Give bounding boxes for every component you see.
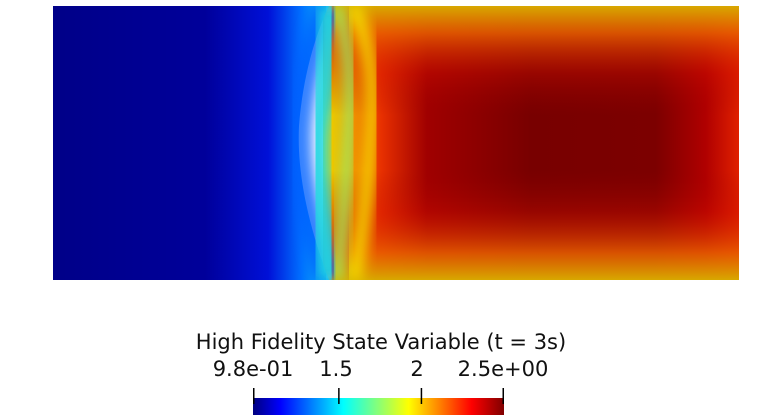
colorbar-tick-marks: [253, 388, 504, 404]
state-variable-field: [53, 6, 739, 280]
front-cyan-band: [306, 6, 340, 280]
colorbar-tick-label-max: 2.5e+00: [457, 357, 549, 381]
colorbar-title: High Fidelity State Variable (t = 3s): [195, 330, 567, 354]
low-region: [53, 6, 329, 280]
colorbar-tick-label-1-5: 1.5: [319, 357, 353, 381]
colorbar-tick-label-min: 9.8e-01: [212, 357, 294, 381]
colorbar-tick-label-2: 2: [410, 357, 424, 381]
colorbar: [253, 388, 504, 415]
front-sharp-edge: [325, 6, 333, 280]
high-region-edge-fade: [323, 6, 739, 280]
front-green-band: [331, 6, 357, 280]
front-yellow-band: [345, 6, 381, 280]
front-blue-glow: [285, 6, 342, 280]
colorbar-gradient: [253, 398, 504, 415]
